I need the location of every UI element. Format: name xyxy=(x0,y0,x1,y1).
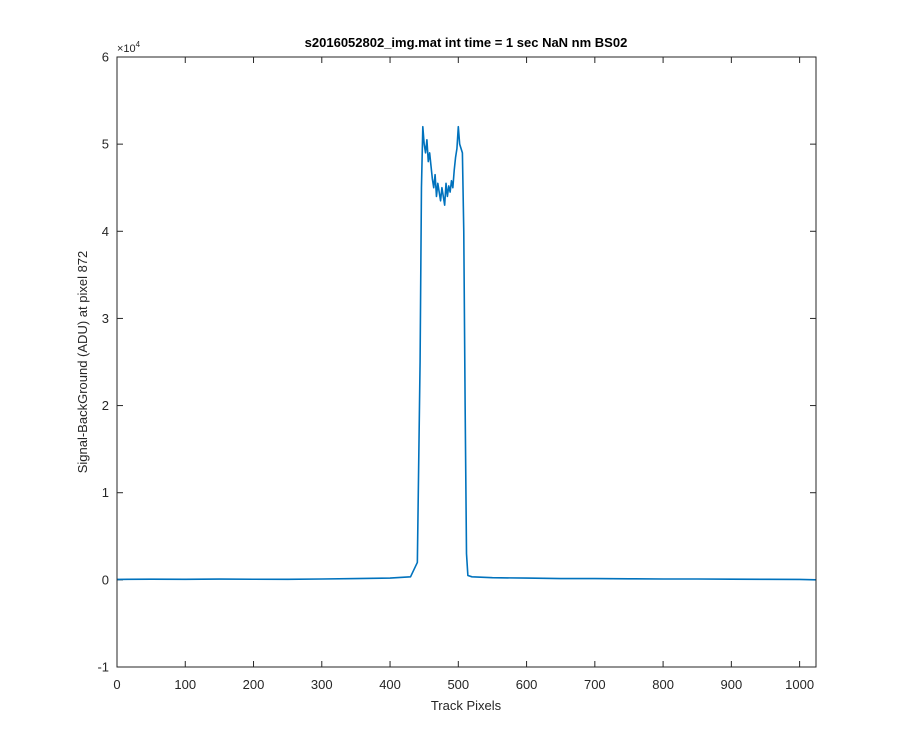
y-axis-multiplier: ×104 xyxy=(117,40,141,55)
y-tick-label: 0 xyxy=(102,572,109,587)
x-tick-label: 700 xyxy=(584,677,606,692)
y-tick-label: 3 xyxy=(102,311,109,326)
x-tick-label: 800 xyxy=(652,677,674,692)
x-tick-label: 1000 xyxy=(785,677,814,692)
x-tick-label: 100 xyxy=(174,677,196,692)
x-tick-label: 900 xyxy=(721,677,743,692)
y-tick-label: 4 xyxy=(102,224,109,239)
series-line xyxy=(116,125,817,581)
plot-frame xyxy=(116,56,817,668)
x-tick-label: 500 xyxy=(447,677,469,692)
y-tick-label: 1 xyxy=(102,485,109,500)
x-tick-label: 0 xyxy=(113,677,120,692)
y-tick-label: 2 xyxy=(102,398,109,413)
plot-area xyxy=(117,57,816,667)
x-tick-label: 300 xyxy=(311,677,333,692)
y-tick-label: -1 xyxy=(97,660,109,675)
x-tick-label: 200 xyxy=(243,677,265,692)
x-axis-label: Track Pixels xyxy=(431,698,502,713)
y-axis-ticks: -1 0 1 2 3 4 5 6 xyxy=(97,50,816,675)
x-tick-label: 400 xyxy=(379,677,401,692)
y-axis-label: Signal-BackGround (ADU) at pixel 872 xyxy=(75,251,90,474)
y-tick-label: 6 xyxy=(102,50,109,65)
chart-title: s2016052802_img.mat int time = 1 sec NaN… xyxy=(305,35,628,50)
x-tick-label: 600 xyxy=(516,677,538,692)
y-tick-label: 5 xyxy=(102,137,109,152)
